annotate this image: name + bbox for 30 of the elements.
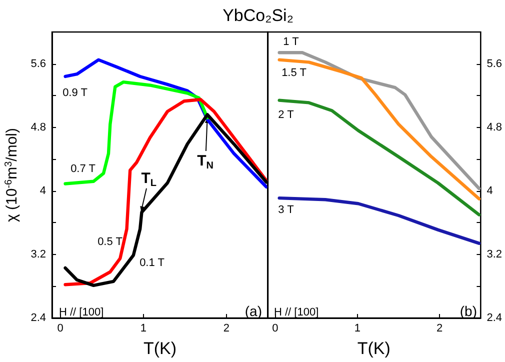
line-series: [278, 98, 481, 216]
y-tick-label: 4: [486, 184, 493, 197]
y-tick-label: 2.4: [486, 312, 502, 324]
x-axis-title: T(K): [357, 339, 390, 358]
y-tick-label: 3.2: [486, 248, 502, 260]
y-tick-label: 4.8: [486, 121, 502, 134]
annotation: 0.1 T: [140, 257, 165, 269]
annotation: 1.5 T: [282, 67, 307, 79]
annotation: 0.5 T: [98, 236, 123, 248]
x-axis-title: T(K): [143, 339, 177, 358]
line-series: [278, 196, 481, 245]
y-tick-label: 3.2: [30, 248, 46, 260]
annotation: 2 T: [278, 109, 294, 121]
annotation: 0.7 T: [70, 163, 96, 175]
chart-title: YbCo₂Si₂: [222, 6, 294, 25]
x-tick-label: 2: [223, 322, 230, 334]
x-tick-label: 2: [436, 322, 443, 334]
y-tick-label: 5.6: [486, 58, 502, 70]
y-tick-label: 5.6: [30, 58, 46, 70]
y-tick-label: 2.4: [30, 312, 46, 324]
y-tick-label: 4: [40, 184, 46, 197]
x-tick-label: 1: [140, 322, 146, 334]
annotation: 3 T: [278, 204, 294, 216]
annotation: 1 T: [283, 36, 300, 48]
annotation: 0.9 T: [62, 87, 88, 99]
x-tick-label: 0: [272, 322, 278, 334]
x-tick-label: 0: [57, 322, 64, 334]
y-axis-title: χ (10-6m3/mol): [4, 128, 20, 222]
y-tick-label: 4.8: [30, 121, 46, 134]
x-tick-label: 1: [354, 322, 360, 334]
